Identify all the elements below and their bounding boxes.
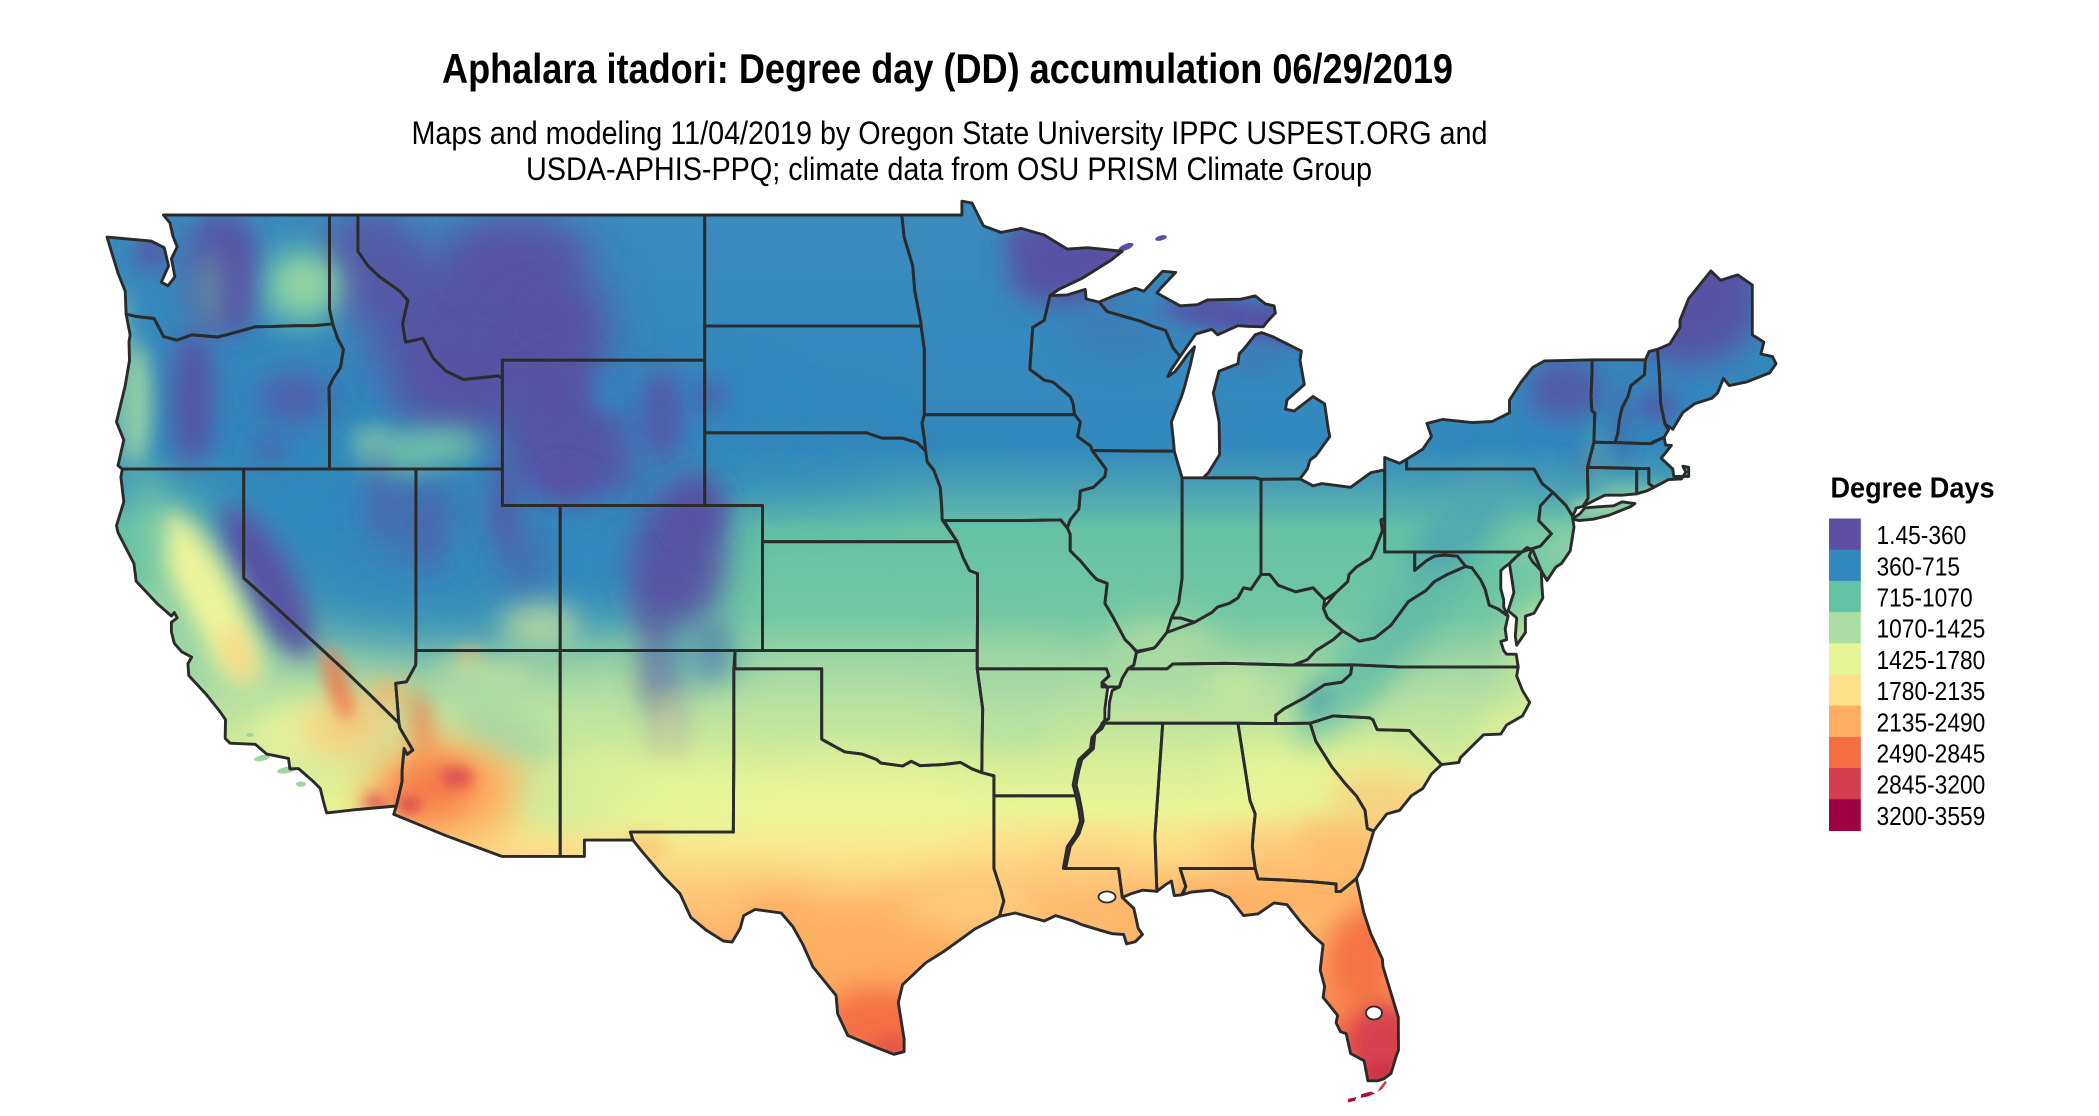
- svg-text:2135-2490: 2135-2490: [1877, 707, 1986, 737]
- svg-text:1780-2135: 1780-2135: [1877, 676, 1986, 706]
- svg-text:1425-1780: 1425-1780: [1877, 645, 1986, 675]
- svg-text:360-715: 360-715: [1877, 551, 1961, 581]
- svg-text:3200-3559: 3200-3559: [1877, 801, 1986, 831]
- svg-text:715-1070: 715-1070: [1877, 583, 1973, 613]
- svg-text:1070-1425: 1070-1425: [1877, 614, 1986, 644]
- svg-text:Degree Days: Degree Days: [1831, 472, 1995, 504]
- svg-text:2845-3200: 2845-3200: [1877, 770, 1986, 800]
- svg-text:Maps and modeling 11/04/2019 b: Maps and modeling 11/04/2019 by Oregon S…: [412, 115, 1488, 151]
- svg-text:Aphalara itadori: Degree day (: Aphalara itadori: Degree day (DD) accumu…: [442, 45, 1453, 92]
- svg-text:2490-2845: 2490-2845: [1877, 739, 1986, 769]
- svg-text:USDA-APHIS-PPQ; climate data f: USDA-APHIS-PPQ; climate data from OSU PR…: [526, 151, 1372, 187]
- svg-text:1.45-360: 1.45-360: [1877, 520, 1967, 550]
